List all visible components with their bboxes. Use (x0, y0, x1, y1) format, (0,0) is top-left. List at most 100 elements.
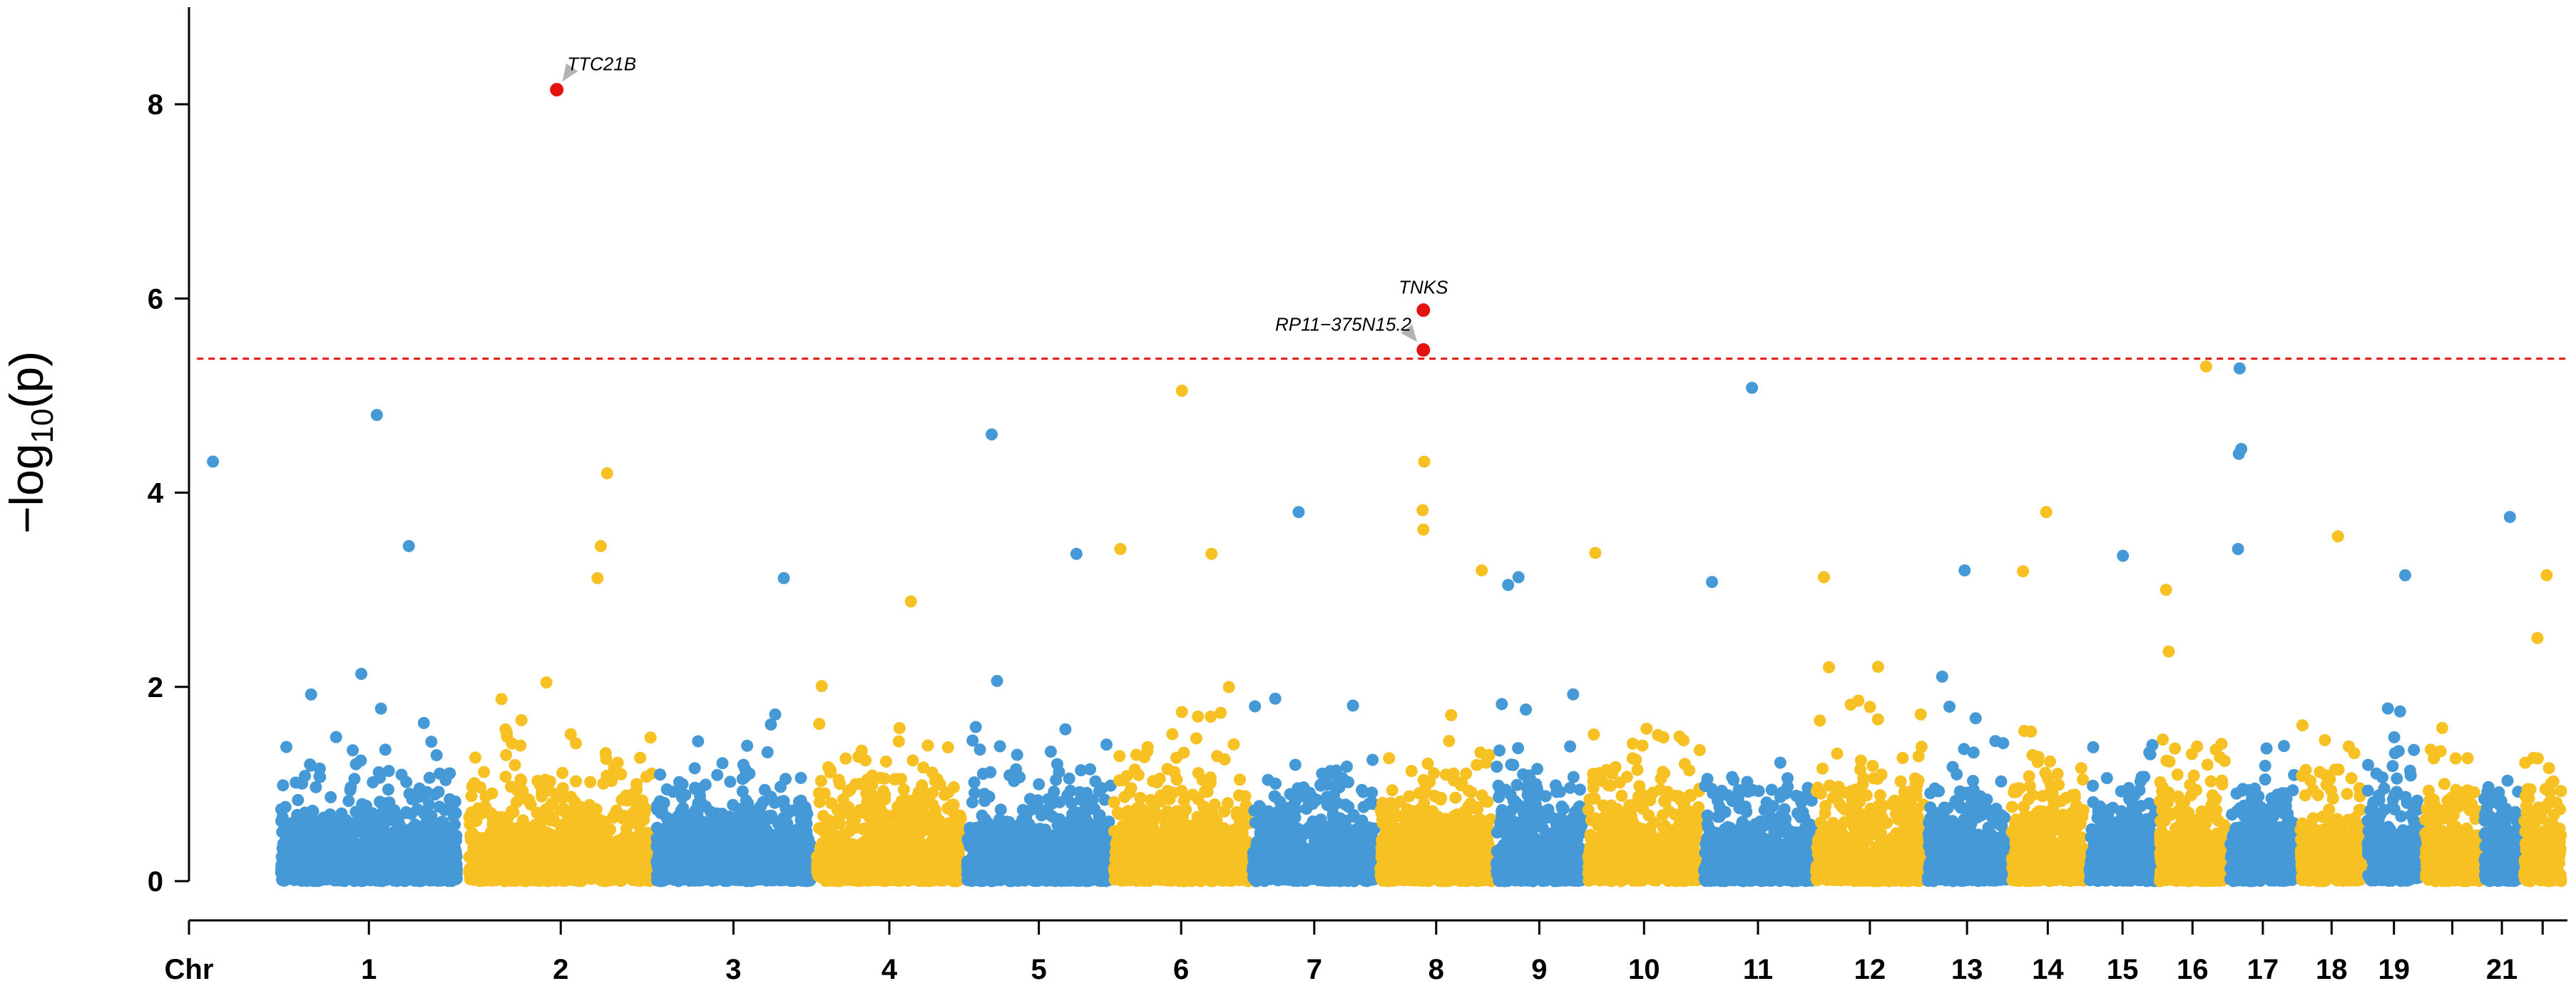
snp-point (800, 825, 813, 838)
snp-point (676, 778, 689, 791)
snp-points (207, 360, 2567, 888)
snp-point (724, 776, 737, 788)
snp-point (483, 865, 496, 877)
snp-point (382, 783, 394, 796)
snp-point (760, 864, 773, 877)
snp-point (862, 777, 875, 790)
snp-point (599, 747, 612, 760)
snp-point (423, 771, 436, 784)
snp-point (438, 803, 451, 816)
snp-point (817, 825, 830, 838)
snp-point (498, 861, 511, 874)
snp-point (921, 739, 934, 752)
snp-point (329, 731, 342, 743)
snp-point (280, 741, 292, 753)
snp-point (824, 764, 837, 777)
snp-point (839, 752, 852, 765)
snp-point (324, 857, 337, 870)
snp-point (508, 836, 521, 849)
snp-point (968, 776, 981, 789)
snp-point (777, 795, 790, 808)
snp-point (571, 827, 583, 840)
snp-point (588, 818, 601, 830)
snp-point (507, 872, 519, 885)
snp-point (689, 869, 702, 882)
snp-point (942, 786, 955, 799)
snp-point (561, 806, 573, 818)
snp-point (536, 790, 548, 803)
snp-point (923, 823, 935, 836)
snp-point (716, 757, 729, 770)
snp-point (412, 864, 424, 877)
snp-point (899, 825, 912, 837)
snp-point (879, 793, 891, 806)
snp-point (441, 870, 454, 883)
snp-point (943, 820, 956, 832)
snp-point (688, 762, 701, 775)
snp-point (349, 806, 362, 818)
snp-point (765, 840, 777, 853)
snp-point (355, 668, 368, 680)
snp-point (314, 771, 327, 783)
snp-point (882, 868, 894, 881)
snp-point (469, 751, 481, 764)
snp-point (382, 765, 395, 778)
snp-point (348, 873, 361, 886)
snp-point (941, 741, 954, 753)
snp-point (290, 776, 302, 789)
snp-point (688, 826, 701, 839)
snp-point (834, 778, 846, 791)
snp-point (550, 788, 563, 801)
snp-point (590, 803, 603, 815)
snp-point (911, 851, 924, 864)
snp-point (515, 713, 528, 726)
snp-point (939, 850, 952, 863)
snp-point (533, 778, 546, 791)
snp-point (425, 809, 438, 822)
snp-point (486, 787, 499, 800)
snp-point (442, 767, 455, 780)
snp-point (861, 796, 874, 808)
snp-point (576, 810, 589, 823)
snp-point (784, 875, 797, 888)
snp-point (843, 825, 856, 838)
snp-point (570, 775, 582, 788)
snp-point (745, 835, 758, 848)
snp-point (895, 773, 907, 786)
snp-point (738, 771, 751, 783)
snp-point (540, 676, 553, 688)
snp-point (593, 835, 605, 848)
snp-point (859, 836, 872, 849)
snp-point (345, 823, 358, 835)
snp-point (719, 865, 732, 878)
snp-point (769, 708, 782, 721)
snp-point (859, 869, 872, 882)
snp-point (336, 865, 349, 878)
snp-point (671, 867, 683, 880)
snp-point (276, 825, 289, 838)
snp-point (423, 798, 436, 811)
snp-point (400, 776, 413, 788)
snp-point (832, 865, 844, 878)
snp-point (425, 736, 438, 748)
snp-point (876, 850, 889, 863)
snp-point (941, 802, 954, 815)
snp-point (315, 815, 328, 828)
snp-point (668, 853, 681, 865)
snp-point (374, 771, 387, 784)
snp-point (787, 804, 800, 817)
snp-point (533, 846, 546, 859)
snp-point (822, 814, 835, 827)
snp-point (584, 776, 597, 788)
snp-point (414, 875, 426, 888)
snp-point (409, 818, 421, 831)
snp-point (631, 798, 644, 810)
snp-point (841, 801, 854, 813)
snp-point (387, 870, 400, 883)
snp-point (844, 783, 857, 796)
snp-point (495, 693, 508, 706)
snp-point (978, 795, 991, 808)
snp-point (444, 793, 456, 806)
snp-point (514, 739, 527, 752)
